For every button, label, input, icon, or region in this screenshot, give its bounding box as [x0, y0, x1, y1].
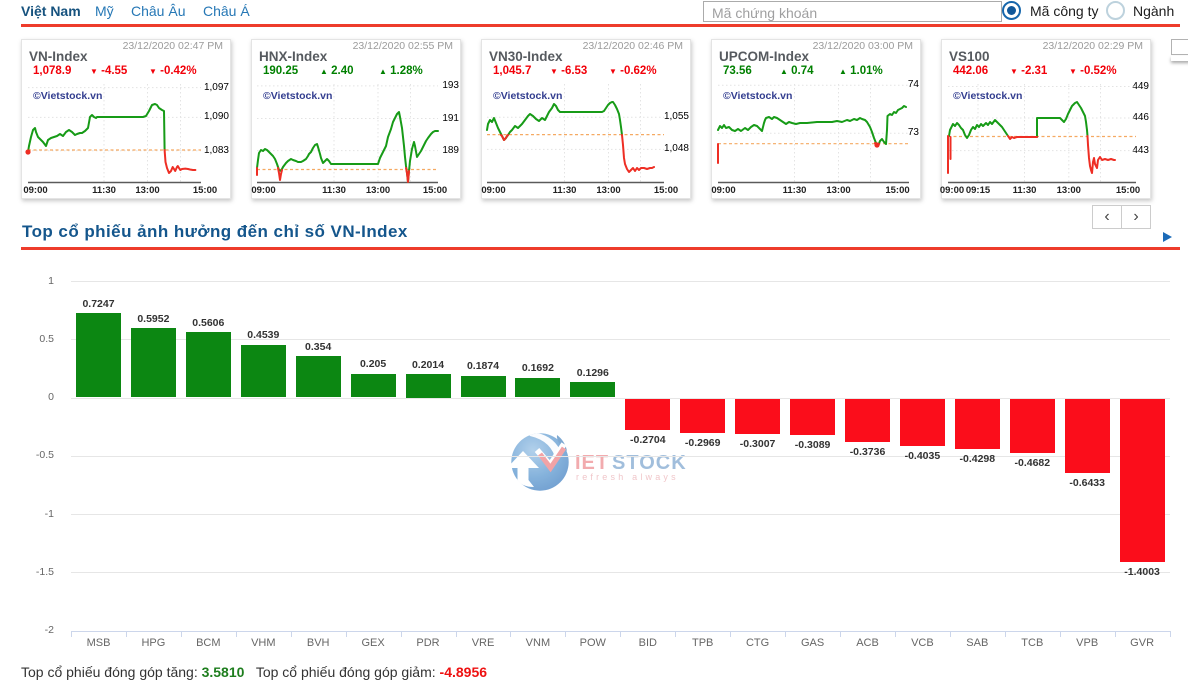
svg-text:STOCK: STOCK [612, 452, 687, 474]
svg-text:refresh always: refresh always [576, 472, 679, 482]
svg-text:IET: IET [575, 452, 609, 474]
